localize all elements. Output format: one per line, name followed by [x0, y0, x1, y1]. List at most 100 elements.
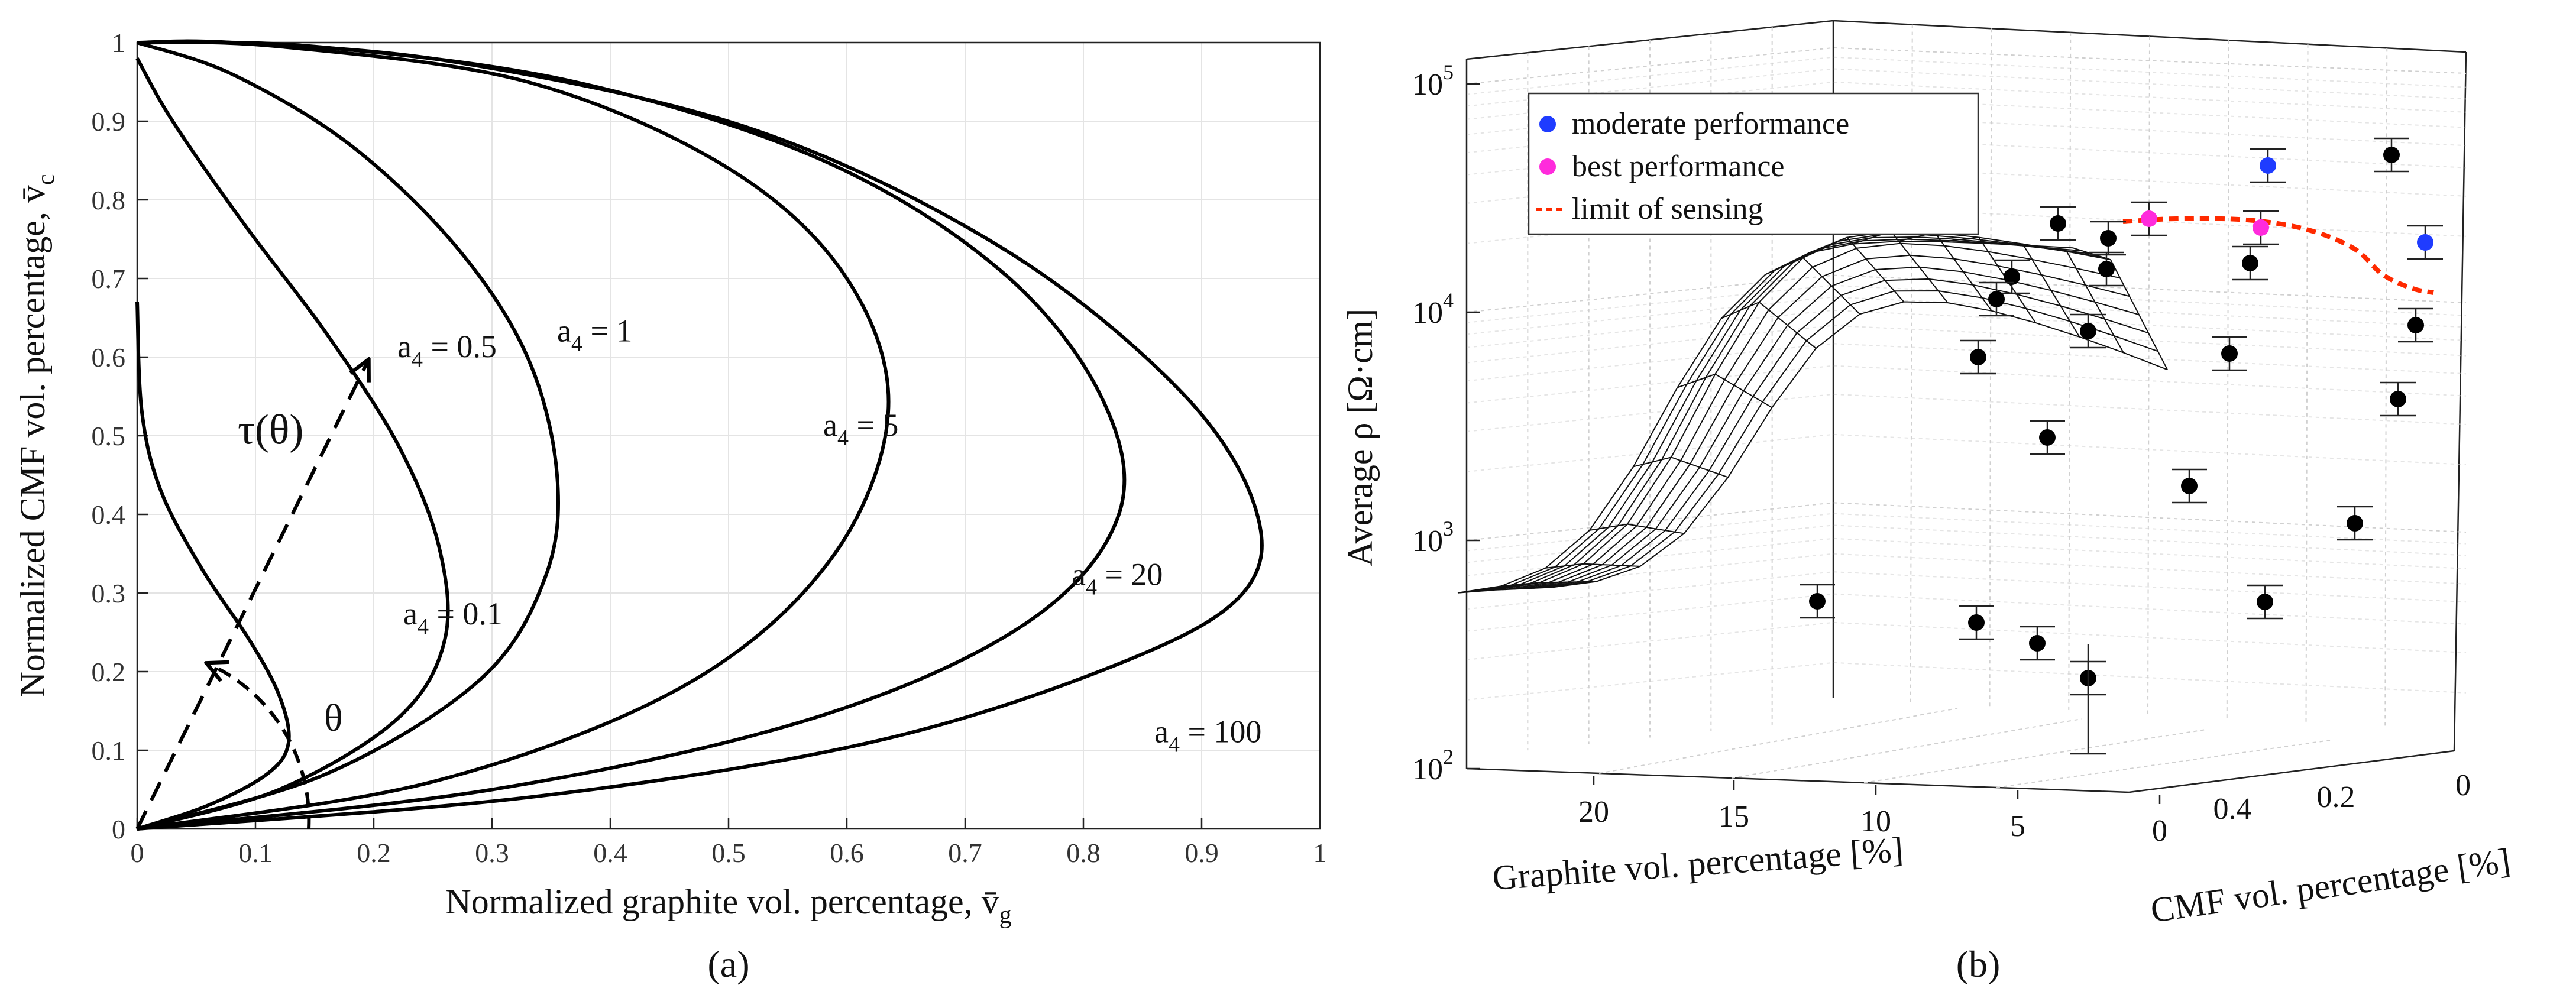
- curve-label-value: = 20: [1097, 557, 1163, 592]
- curve-label-value: = 0.1: [429, 596, 503, 631]
- data-point-normal: [2080, 323, 2096, 339]
- panel-b-legend: moderate performance best performance li…: [1528, 92, 1979, 235]
- panel-b-xlabel: Graphite vol. percentage [%]: [1491, 830, 1904, 897]
- curve-label-a: a: [823, 407, 837, 443]
- mesh-column-line: [1457, 587, 1553, 594]
- curve-label-a: a: [397, 329, 412, 364]
- panel-a-xtick-label: 0.2: [357, 838, 391, 868]
- z-tick-exponent: 5: [1443, 60, 1454, 84]
- curve-label-a: a: [1154, 714, 1169, 750]
- data-point-normal: [1970, 349, 1986, 365]
- curve-label-a: a: [1072, 557, 1086, 592]
- z-minor-grid-line: [1466, 393, 2467, 432]
- data-point-normal: [2390, 391, 2406, 407]
- panel-a-ytick-label: 0.8: [92, 185, 126, 215]
- panel-a-ytick-label: 0.6: [92, 342, 126, 372]
- panel-b-zlabel: Average ρ [Ω·cm]: [1341, 309, 1380, 567]
- panel-b-cmf-axis-line: [2128, 750, 2455, 793]
- tau-ray-arrow: [135, 361, 368, 830]
- legend-best-marker: [1539, 158, 1556, 175]
- panel-a-xtick-label: 0.9: [1185, 838, 1219, 868]
- graphite-tick-label: 0: [2152, 814, 2167, 848]
- curve-label-value: = 0.5: [423, 329, 497, 364]
- data-point-normal: [2098, 261, 2115, 277]
- z-minor-grid-line: [1466, 325, 2467, 364]
- z-grid-line: [1466, 502, 2467, 541]
- panel-a-xtick-label: 0.8: [1066, 838, 1101, 868]
- panel-a-ytick-label: 0.3: [92, 578, 126, 608]
- z-tick-label: 103: [1412, 517, 1454, 558]
- theta-label: θ: [324, 696, 343, 740]
- mesh-column-line: [1853, 231, 1949, 303]
- panel-a-xtick-label: 0.1: [238, 838, 273, 868]
- mesh-column-line: [1985, 242, 2080, 338]
- panel-a-xtick-label: 0.6: [830, 838, 864, 868]
- curve-label-sub: 4: [1086, 575, 1097, 600]
- data-point-normal: [2257, 594, 2273, 610]
- curve-label-sub: 4: [837, 426, 849, 451]
- data-point-normal: [2029, 635, 2046, 652]
- curve-a4-5: [137, 40, 891, 831]
- curve-label-sub: 4: [412, 347, 423, 372]
- data-point-normal: [2004, 268, 2020, 285]
- panel-a-ylabel: Normalized CMF vol. percentage, v̄c: [13, 174, 60, 697]
- panel-a-label: (a): [707, 943, 749, 985]
- data-point-normal: [2100, 230, 2117, 247]
- z-tick-exponent: 4: [1443, 289, 1454, 312]
- z-tick-base: 10: [1412, 753, 1443, 786]
- panel-a-xtick-label: 0.7: [948, 838, 982, 868]
- data-point-normal: [1809, 593, 1826, 610]
- curve-label-a: a: [403, 596, 418, 631]
- panel-b-label: (b): [1956, 943, 2001, 985]
- z-tick-base: 10: [1412, 524, 1443, 558]
- z-tick-base: 10: [1412, 68, 1443, 102]
- curve-label-5: a4 = 100: [1154, 714, 1261, 757]
- panel-a-xtick-label: 0.4: [593, 838, 627, 868]
- data-point-normal: [2221, 345, 2238, 362]
- curve-label-3: a4 = 5: [823, 407, 898, 451]
- curve-label-4: a4 = 20: [1072, 557, 1163, 600]
- mesh-column-line: [1897, 232, 1992, 312]
- panel-b-data-points: [1800, 137, 2443, 755]
- curve-label-value: = 100: [1180, 714, 1261, 750]
- mesh-column-line: [1765, 257, 1860, 315]
- floor-grid-line: [1731, 718, 2082, 779]
- data-point-moderate: [2260, 157, 2276, 174]
- legend-best-label: best performance: [1572, 150, 1784, 183]
- data-point-normal: [2050, 215, 2066, 232]
- panel-b-right-vertical-edge: [2453, 51, 2467, 751]
- graphite-tick-label: 5: [2010, 809, 2025, 843]
- panel-b-surface-mesh: [1457, 231, 2168, 594]
- mesh-column-line: [1677, 373, 1772, 409]
- mesh-column-line: [1721, 301, 1817, 349]
- panel-a-chart: 0 0.1 0.2 0.3 0.4 0.5 0.6 0.7 0.8 0.9 1 0 0.1 0.2 0.3 0…: [13, 28, 1327, 985]
- legend-box: [1528, 92, 1979, 235]
- mesh-column-line: [1589, 523, 1685, 534]
- panel-b-limit-of-sensing: [2122, 216, 2434, 295]
- panel-a-ytick-label: 0.2: [92, 657, 126, 687]
- panel-a-xlabel: Normalized graphite vol. percentage, v̄g: [445, 882, 1011, 929]
- z-minor-grid-line: [1466, 309, 2467, 348]
- z-tick-label: 105: [1412, 60, 1454, 102]
- data-point-normal: [2347, 515, 2363, 532]
- z-tick-base: 10: [1412, 296, 1443, 330]
- floor-grid-line: [1863, 729, 2206, 783]
- z-grid-line: [1466, 47, 2467, 85]
- cmf-tick-label: 0.4: [2213, 792, 2252, 826]
- legend-moderate-marker: [1539, 116, 1556, 132]
- data-point-normal: [2039, 429, 2056, 446]
- data-point-normal: [2181, 478, 2198, 494]
- data-point-best: [2141, 210, 2157, 227]
- data-point-best: [2253, 219, 2269, 236]
- panel-a-ytick-label: 0.1: [92, 735, 126, 766]
- legend-limit-label: limit of sensing: [1572, 192, 1763, 226]
- mesh-column-line: [2072, 247, 2168, 370]
- curve-a4-1: [137, 41, 561, 831]
- data-point-normal: [2407, 317, 2424, 333]
- panel-a-ytick-label: 0: [112, 814, 125, 844]
- z-minor-grid-line: [1466, 537, 2467, 576]
